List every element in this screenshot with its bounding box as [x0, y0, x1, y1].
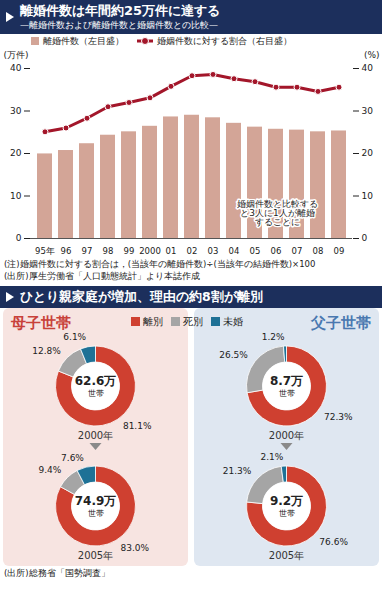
svg-text:離別: 離別 [143, 316, 163, 327]
svg-text:05: 05 [250, 246, 261, 256]
html-text:婚姻件数に対する割合（右目盛）: 婚姻件数に対する割合（右目盛） [157, 35, 292, 46]
svg-text:20: 20 [362, 148, 374, 158]
svg-text:6.1%: 6.1% [63, 332, 86, 342]
svg-text:09: 09 [334, 246, 345, 256]
svg-text:40: 40 [10, 63, 22, 73]
svg-text:10: 10 [362, 191, 374, 201]
svg-text:30: 30 [362, 106, 374, 116]
svg-text:26.5%: 26.5% [219, 350, 248, 360]
svg-text:2000年: 2000年 [78, 430, 113, 441]
svg-text:06: 06 [271, 246, 282, 256]
svg-text:2005年: 2005年 [269, 550, 304, 561]
svg-text:未婚: 未婚 [223, 316, 243, 327]
svg-text:62.6万: 62.6万 [75, 374, 117, 388]
svg-text:30: 30 [10, 106, 22, 116]
svg-text:03: 03 [208, 246, 219, 256]
svg-text:父子世帯: 父子世帯 [310, 314, 371, 332]
html-text:離婚件数（左目盛）: 離婚件数（左目盛） [43, 35, 124, 46]
svg-text:10: 10 [10, 191, 22, 201]
html-text:(出所)総務省「国勢調査」: (出所)総務省「国勢調査」 [4, 568, 110, 578]
svg-text:世帯: 世帯 [279, 509, 295, 518]
svg-text:(万件): (万件) [4, 50, 29, 60]
html-text:—離婚件数および離婚件数と婚姻件数との比較—: —離婚件数および離婚件数と婚姻件数との比較— [20, 20, 218, 30]
svg-text:9.2万: 9.2万 [270, 494, 303, 508]
svg-text:2.1%: 2.1% [260, 452, 283, 462]
svg-text:72.3%: 72.3% [324, 412, 353, 422]
svg-text:02: 02 [187, 246, 198, 256]
svg-text:8.7万: 8.7万 [270, 374, 303, 388]
svg-text:21.3%: 21.3% [223, 466, 252, 476]
svg-text:20: 20 [10, 148, 22, 158]
svg-text:0: 0 [16, 233, 22, 243]
svg-text:世帯: 世帯 [88, 509, 104, 518]
svg-text:95年: 95年 [35, 246, 55, 256]
svg-text:世帯: 世帯 [88, 389, 104, 398]
svg-text:12.8%: 12.8% [32, 346, 61, 356]
svg-text:97: 97 [82, 246, 93, 256]
svg-text:08: 08 [313, 246, 324, 256]
svg-text:98: 98 [103, 246, 114, 256]
svg-text:母子世帯: 母子世帯 [10, 314, 71, 332]
svg-text:74.9万: 74.9万 [75, 494, 117, 508]
svg-text:2000: 2000 [139, 246, 161, 256]
svg-text:04: 04 [229, 246, 240, 256]
html-text:ひとり親家庭が増加、理由の約8割が離別: ひとり親家庭が増加、理由の約8割が離別 [20, 288, 263, 304]
svg-text:2000年: 2000年 [269, 430, 304, 441]
svg-text:1.2%: 1.2% [262, 332, 285, 342]
svg-text:婚姻件数と比較すると3人に1人が離婚することに: 婚姻件数と比較すると3人に1人が離婚することに [237, 199, 318, 227]
html-text:(出所)厚生労働省「人口動態統計」より本誌作成: (出所)厚生労働省「人口動態統計」より本誌作成 [4, 271, 200, 281]
html-text:離婚件数は年間約25万件に達する: 離婚件数は年間約25万件に達する [20, 3, 221, 18]
svg-text:世帯: 世帯 [279, 389, 295, 398]
svg-text:01: 01 [166, 246, 177, 256]
svg-text:83.0%: 83.0% [120, 543, 149, 553]
svg-text:0: 0 [362, 233, 368, 243]
svg-text:99: 99 [124, 246, 135, 256]
svg-text:40: 40 [362, 63, 374, 73]
svg-text:7.6%: 7.6% [61, 453, 84, 463]
svg-text:76.6%: 76.6% [319, 537, 348, 547]
svg-text:96: 96 [61, 246, 72, 256]
svg-text:9.4%: 9.4% [38, 465, 61, 475]
svg-text:(%): (%) [364, 50, 380, 60]
svg-text:死別: 死別 [183, 316, 203, 327]
svg-text:2005年: 2005年 [78, 550, 113, 561]
svg-text:81.1%: 81.1% [123, 421, 152, 431]
svg-text:07: 07 [292, 246, 303, 256]
html-text:(注)婚姻件数に対する割合は，(当該年の離婚件数)÷(当該年: (注)婚姻件数に対する割合は，(当該年の離婚件数)÷(当該年の結婚件数)×100 [4, 259, 316, 269]
